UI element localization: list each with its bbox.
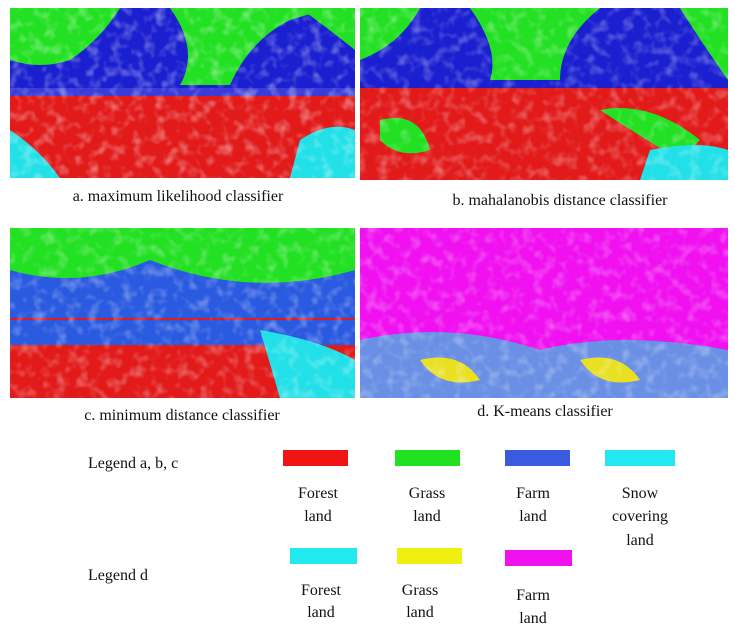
swatch (605, 450, 675, 466)
swatch (283, 450, 348, 466)
caption: a. maximum likelihood classifier (73, 188, 284, 205)
image-b (360, 8, 728, 180)
swatch (505, 550, 572, 566)
swatch (397, 548, 462, 564)
figure: a. maximum likelihood classifier b. maha… (0, 0, 735, 625)
legend-label: land (519, 610, 547, 625)
legend-label: Forest (298, 485, 339, 502)
page: {"panels": [ {"caption": "a. maximum lik… (0, 0, 735, 625)
caption: c. minimum distance classifier (84, 407, 280, 424)
legend-title: Legend d (88, 567, 148, 584)
image-c (10, 228, 355, 398)
caption: d. K-means classifier (477, 403, 613, 420)
legend-label: Snow (622, 485, 659, 502)
image-d (360, 228, 728, 398)
legend-label: land (413, 508, 441, 525)
legend-label: land (626, 532, 654, 549)
legend-label: Farm (516, 587, 550, 604)
swatch (290, 548, 357, 564)
legend-label: covering (612, 508, 668, 525)
swatch (395, 450, 460, 466)
legend-label: Grass (402, 582, 438, 599)
legend-label: land (519, 508, 547, 525)
legend-label: land (406, 604, 434, 621)
image-a (10, 8, 355, 178)
legend-label: Farm (516, 485, 550, 502)
swatch (505, 450, 570, 466)
legend-label: Forest (301, 582, 342, 599)
caption: b. mahalanobis distance classifier (452, 192, 668, 209)
legend-label: land (304, 508, 332, 525)
legend-title: Legend a, b, c (88, 455, 178, 472)
legend-label: Grass (409, 485, 445, 502)
legend-label: land (307, 604, 335, 621)
